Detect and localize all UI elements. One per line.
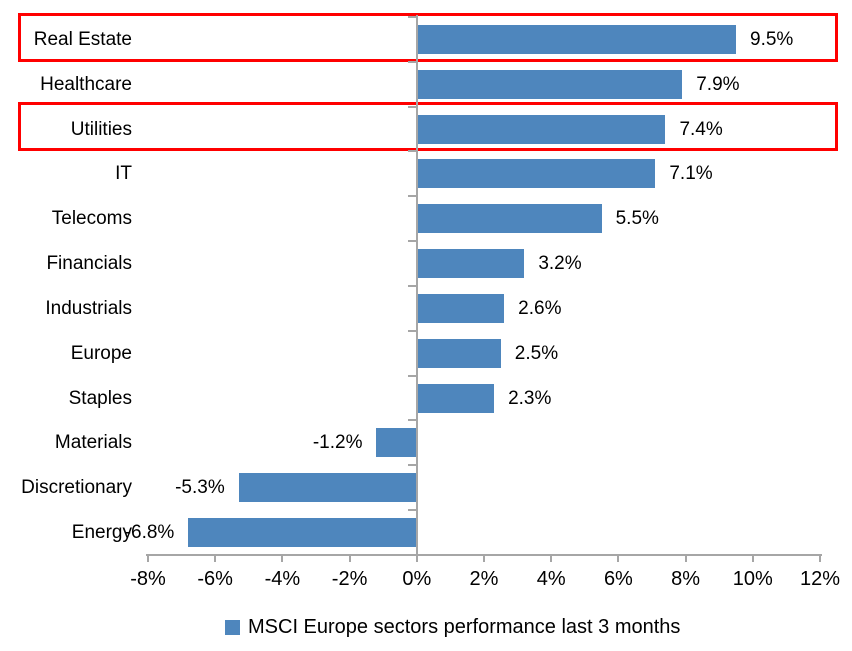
value-axis-tick xyxy=(348,555,351,562)
category-label-europe: Europe xyxy=(70,342,132,364)
bar-telecoms xyxy=(416,204,602,234)
value-label-staples: 2.3% xyxy=(508,387,552,409)
category-axis-tick xyxy=(407,105,416,108)
category-label-healthcare: Healthcare xyxy=(40,73,132,95)
category-label-materials: Materials xyxy=(54,432,132,454)
bar-utilities xyxy=(416,114,666,144)
bar-healthcare xyxy=(416,69,683,99)
bar-financials xyxy=(416,249,525,279)
category-label-industrials: Industrials xyxy=(45,297,132,319)
value-axis-tick xyxy=(684,555,687,562)
bar-europe xyxy=(416,338,501,368)
legend: MSCI Europe sectors performance last 3 m… xyxy=(225,613,680,641)
x-tick-label-0pct: 0% xyxy=(402,568,432,590)
category-axis-tick xyxy=(407,150,416,153)
category-label-staples: Staples xyxy=(68,387,132,409)
value-label-materials: -1.2% xyxy=(312,432,363,454)
value-label-healthcare: 7.9% xyxy=(696,73,740,95)
value-axis-tick xyxy=(281,555,284,562)
value-axis-tick xyxy=(550,555,553,562)
x-tick-label-4pct: 4% xyxy=(536,568,566,590)
x-tick-label-neg6pct: -6% xyxy=(197,568,233,590)
x-tick-label-8pct: 8% xyxy=(671,568,701,590)
value-axis-tick xyxy=(415,555,418,562)
bar-energy xyxy=(188,518,417,548)
bar-staples xyxy=(416,383,495,413)
value-label-industrials: 2.6% xyxy=(518,297,562,319)
value-label-utilities: 7.4% xyxy=(679,118,723,140)
category-label-real-estate: Real Estate xyxy=(33,29,132,50)
category-label-it: IT xyxy=(115,163,132,185)
legend-square-icon xyxy=(225,619,240,635)
value-axis-tick xyxy=(147,555,149,562)
bar-materials xyxy=(376,428,417,458)
highlight-box-utilities xyxy=(18,102,838,152)
value-axis-tick xyxy=(819,555,821,562)
x-tick-label-2pct: 2% xyxy=(469,568,499,590)
value-axis-tick xyxy=(214,555,217,562)
value-axis-tick xyxy=(483,555,485,562)
x-tick-label-neg2pct: -2% xyxy=(331,568,368,590)
value-axis-tick xyxy=(617,555,620,562)
category-axis-line xyxy=(415,15,418,555)
bar-industrials xyxy=(416,293,505,323)
category-axis-tick xyxy=(407,240,416,243)
value-label-discretionary: -5.3% xyxy=(175,477,225,499)
x-tick-label-10pct: 10% xyxy=(732,568,773,590)
value-label-financials: 3.2% xyxy=(538,253,582,275)
bar-discretionary xyxy=(238,473,417,503)
category-axis-tick xyxy=(407,195,416,198)
category-label-utilities: Utilities xyxy=(70,118,132,140)
category-label-telecoms: Telecoms xyxy=(51,208,132,230)
category-axis-tick xyxy=(407,284,416,287)
category-label-financials: Financials xyxy=(46,253,132,275)
value-label-it: 7.1% xyxy=(669,163,713,185)
category-axis-tick xyxy=(407,464,416,467)
legend-label: MSCI Europe sectors performance last 3 m… xyxy=(248,616,681,638)
category-axis-tick xyxy=(407,329,416,332)
x-tick-label-12pct: 12% xyxy=(799,568,841,590)
x-tick-label-6pct: 6% xyxy=(603,568,633,590)
category-axis-tick xyxy=(407,16,416,18)
value-axis-tick xyxy=(751,555,754,562)
category-label-energy: Energy xyxy=(71,522,132,544)
category-label-discretionary: Discretionary xyxy=(21,477,132,499)
category-axis-tick xyxy=(407,419,416,422)
category-axis-tick xyxy=(407,374,416,377)
value-label-real-estate: 9.5% xyxy=(750,29,794,50)
bar-it xyxy=(416,159,656,189)
category-axis-tick xyxy=(407,60,416,63)
category-axis-tick xyxy=(407,509,416,512)
bar-real-estate xyxy=(416,25,736,54)
highlight-box-real-estate xyxy=(18,12,838,62)
value-label-europe: 2.5% xyxy=(514,342,559,364)
x-tick-label-neg4pct: -4% xyxy=(264,568,301,590)
value-label-energy: -6.8% xyxy=(124,522,175,544)
x-tick-label-neg8pct: -8% xyxy=(130,568,166,590)
value-label-telecoms: 5.5% xyxy=(615,208,659,230)
